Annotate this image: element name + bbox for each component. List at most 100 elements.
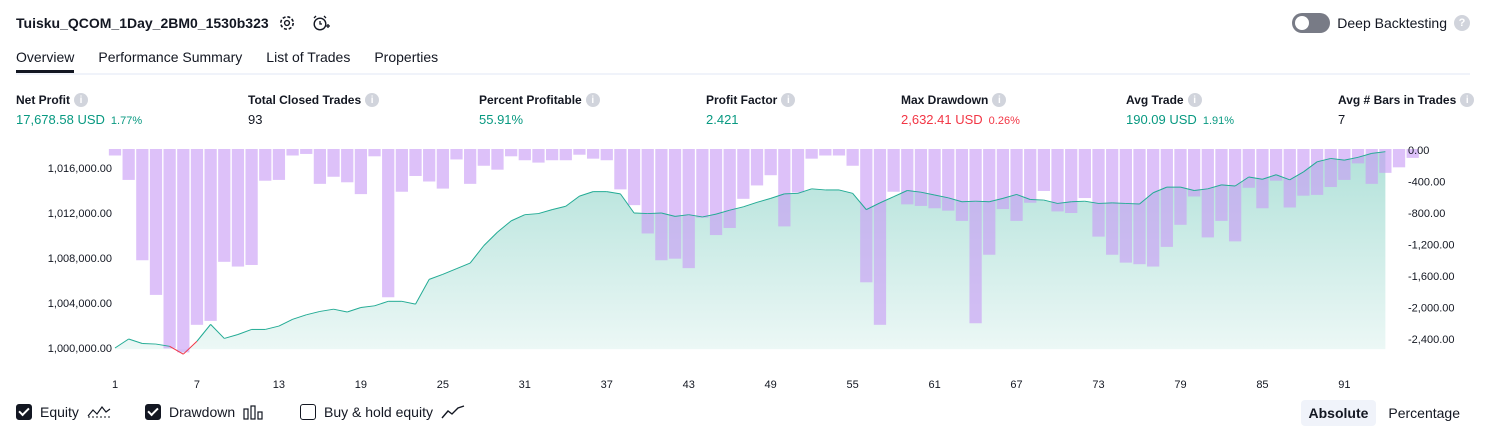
drawdown-bar bbox=[955, 149, 969, 221]
tab-performance-summary[interactable]: Performance Summary bbox=[98, 49, 243, 65]
info-icon[interactable]: i bbox=[992, 93, 1007, 107]
equity-line-segment bbox=[1043, 199, 1058, 204]
drawdown-bar bbox=[341, 149, 354, 183]
drawdown-bar bbox=[1051, 149, 1064, 212]
right-axis-tick: -1,200.00 bbox=[1408, 240, 1454, 252]
right-axis-tick: -2,400.00 bbox=[1408, 334, 1454, 346]
drawdown-bar bbox=[177, 149, 190, 353]
buy-hold-checkbox[interactable] bbox=[300, 404, 316, 420]
deep-backtesting-toggle[interactable] bbox=[1292, 13, 1331, 33]
drawdown-bar bbox=[1106, 149, 1119, 255]
x-axis-tick: 19 bbox=[355, 379, 367, 391]
percentage-button[interactable]: Percentage bbox=[1388, 405, 1460, 421]
drawdown-bar bbox=[1133, 149, 1146, 265]
gear-icon[interactable] bbox=[278, 14, 296, 32]
drawdown-bar bbox=[983, 149, 996, 255]
equity-line-segment bbox=[838, 189, 853, 194]
info-icon[interactable]: i bbox=[365, 93, 380, 107]
drawdown-bar bbox=[286, 149, 299, 156]
info-icon[interactable]: i bbox=[1460, 93, 1475, 107]
right-axis-tick: -800.00 bbox=[1408, 208, 1445, 220]
drawdown-bar bbox=[327, 149, 340, 177]
drawdown-bar bbox=[709, 149, 723, 236]
info-icon[interactable]: i bbox=[781, 93, 796, 107]
drawdown-bar bbox=[231, 149, 245, 267]
equity-line-segment bbox=[155, 343, 170, 347]
equity-line-segment bbox=[292, 314, 307, 320]
x-axis-tick: 61 bbox=[928, 379, 940, 391]
legend-buy-hold-label: Buy & hold equity bbox=[324, 404, 433, 420]
drawdown-bar bbox=[1119, 149, 1132, 263]
drawdown-bar bbox=[450, 149, 463, 160]
equity-line-segment bbox=[797, 188, 812, 194]
drawdown-bar bbox=[1188, 149, 1201, 197]
metric-value: 190.09 USD bbox=[1126, 112, 1197, 127]
drawdown-bar bbox=[996, 149, 1010, 210]
equity-line-segment bbox=[360, 305, 375, 308]
tabs-divider bbox=[16, 73, 1470, 75]
deep-backtesting-label: Deep Backtesting bbox=[1337, 15, 1447, 31]
drawdown-bar bbox=[190, 149, 204, 325]
drawdown-bar bbox=[1379, 149, 1392, 173]
equity-line-segment bbox=[210, 324, 225, 339]
drawdown-bar bbox=[832, 149, 846, 156]
x-axis-tick: 85 bbox=[1256, 379, 1268, 391]
drawdown-bar bbox=[1256, 149, 1269, 209]
tab-overview[interactable]: Overview bbox=[16, 49, 75, 73]
drawdown-bar bbox=[409, 149, 422, 176]
help-icon[interactable]: ? bbox=[1454, 15, 1470, 31]
absolute-button[interactable]: Absolute bbox=[1300, 400, 1377, 426]
equity-line-segment bbox=[1262, 174, 1277, 180]
equity-line-segment bbox=[128, 338, 143, 344]
metric-label: Percent Profitable bbox=[479, 93, 582, 107]
buy-hold-series-icon bbox=[441, 405, 465, 419]
equity-line-segment bbox=[565, 195, 580, 207]
equity-line-segment bbox=[715, 209, 730, 215]
equity-line-segment bbox=[1112, 202, 1126, 204]
info-icon[interactable]: i bbox=[585, 93, 600, 107]
drawdown-bar bbox=[1269, 149, 1283, 181]
right-axis-tick: -1,600.00 bbox=[1408, 271, 1454, 283]
metric-max-drawdown: Max Drawdown i 2,632.41 USD 0.26% bbox=[901, 93, 1020, 127]
x-axis-tick: 55 bbox=[847, 379, 859, 391]
drawdown-checkbox[interactable] bbox=[145, 404, 161, 420]
metric-sub: 1.91% bbox=[1202, 115, 1235, 127]
drawdown-bar bbox=[901, 149, 914, 205]
drawdown-bar bbox=[313, 149, 327, 184]
metric-value: 93 bbox=[248, 112, 263, 127]
tab-list-of-trades[interactable]: List of Trades bbox=[266, 49, 351, 65]
x-axis-tick: 7 bbox=[194, 379, 200, 391]
equity-line-segment bbox=[770, 193, 785, 199]
drawdown-bar bbox=[1024, 149, 1037, 203]
legend-equity: Equity bbox=[16, 404, 111, 420]
equity-line-segment bbox=[579, 191, 594, 197]
info-icon[interactable]: i bbox=[74, 93, 88, 107]
metric-value: 2.421 bbox=[706, 112, 739, 127]
equity-line-segment bbox=[456, 262, 471, 270]
drawdown-bar bbox=[641, 149, 654, 234]
drawdown-bar bbox=[1406, 149, 1419, 158]
equity-line-segment bbox=[1016, 193, 1031, 200]
drawdown-bar bbox=[887, 149, 900, 192]
equity-line-segment bbox=[1194, 188, 1208, 191]
drawdown-bar bbox=[1037, 149, 1051, 191]
x-axis-tick: 67 bbox=[1010, 379, 1022, 391]
equity-drawdown-chart[interactable]: 1,016,000.00 1,012,000.00 1,008,000.00 1,00… bbox=[0, 140, 1486, 395]
drawdown-series-icon bbox=[243, 405, 263, 420]
drawdown-bar bbox=[1228, 149, 1242, 242]
equity-line-segment bbox=[1234, 176, 1250, 187]
drawdown-bar bbox=[1160, 149, 1173, 247]
equity-line-segment bbox=[429, 273, 444, 280]
drawdown-bar bbox=[477, 149, 490, 166]
alarm-clock-plus-icon[interactable] bbox=[312, 14, 330, 32]
metric-profit-factor: Profit Factor i 2.421 bbox=[706, 93, 796, 127]
equity-line-segment bbox=[1057, 201, 1072, 204]
tab-properties[interactable]: Properties bbox=[374, 49, 439, 65]
equity-line-segment bbox=[469, 245, 485, 264]
legend-buy-hold: Buy & hold equity bbox=[300, 404, 465, 420]
equity-line-segment bbox=[306, 310, 321, 316]
equity-checkbox[interactable] bbox=[16, 404, 32, 420]
info-icon[interactable]: i bbox=[1187, 93, 1202, 107]
drawdown-bar bbox=[163, 149, 176, 349]
drawdown-bar bbox=[668, 149, 682, 259]
